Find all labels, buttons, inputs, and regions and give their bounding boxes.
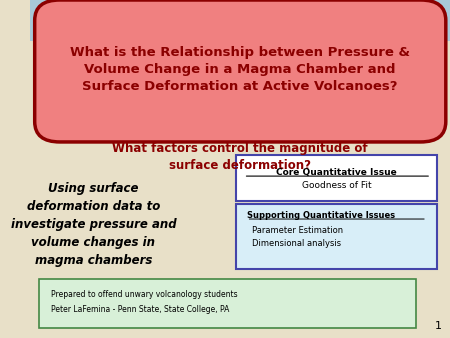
FancyBboxPatch shape	[31, 0, 450, 41]
Text: 1: 1	[435, 321, 441, 331]
Text: Using surface
deformation data to
investigate pressure and
volume changes in
mag: Using surface deformation data to invest…	[11, 182, 176, 267]
FancyBboxPatch shape	[31, 41, 450, 338]
FancyBboxPatch shape	[236, 155, 437, 201]
FancyBboxPatch shape	[39, 279, 416, 328]
FancyBboxPatch shape	[236, 204, 437, 269]
Text: Supporting Quantitative Issues: Supporting Quantitative Issues	[247, 211, 395, 220]
Text: Dimensional analysis: Dimensional analysis	[252, 239, 341, 248]
Text: What factors control the magnitude of
surface deformation?: What factors control the magnitude of su…	[112, 142, 368, 172]
Text: Prepared to offend unwary volcanology students: Prepared to offend unwary volcanology st…	[51, 290, 237, 299]
Text: Peter LaFemina - Penn State, State College, PA: Peter LaFemina - Penn State, State Colle…	[51, 306, 229, 314]
FancyBboxPatch shape	[35, 0, 446, 142]
Text: Goodness of Fit: Goodness of Fit	[302, 182, 372, 190]
Text: Parameter Estimation: Parameter Estimation	[252, 226, 343, 235]
Text: What is the Relationship between Pressure &
Volume Change in a Magma Chamber and: What is the Relationship between Pressur…	[70, 46, 410, 93]
Text: Core Quantitative Issue: Core Quantitative Issue	[276, 168, 397, 177]
